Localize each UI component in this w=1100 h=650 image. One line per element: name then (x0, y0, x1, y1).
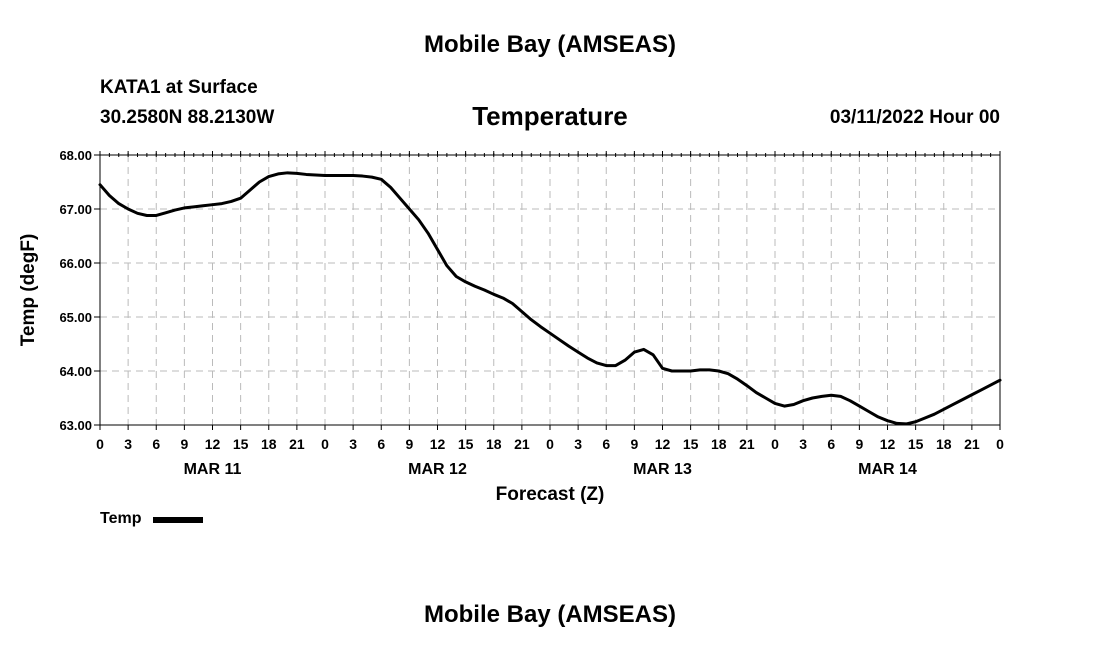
x-tick-label: 18 (936, 436, 952, 452)
x-tick-label: 3 (124, 436, 132, 452)
x-tick-label: 12 (880, 436, 896, 452)
day-label: MAR 11 (184, 461, 242, 478)
grid-lines (99, 154, 1001, 426)
series-line-temp (98, 171, 1002, 426)
top-tick-marks (99, 151, 1001, 157)
x-tick-label: 3 (799, 436, 807, 452)
x-tick-label: 18 (261, 436, 277, 452)
x-tick-label: 18 (711, 436, 727, 452)
temperature-chart: 63.00 64.00 65.00 66.00 67.00 68.00 0 3 6 9 12 15 18… (18, 148, 1004, 505)
x-tick-label: 3 (574, 436, 582, 452)
x-tick-label: 3 (349, 436, 357, 452)
chart-main-title: Mobile Bay (AMSEAS) (423, 31, 677, 58)
chart-footer-title: Mobile Bay (AMSEAS) (423, 601, 677, 628)
x-tick-label: 21 (289, 436, 305, 452)
x-tick-label: 0 (546, 436, 554, 452)
x-tick-label: 0 (96, 436, 104, 452)
x-tick-label: 6 (152, 436, 160, 452)
y-tick-label: 66.00 (59, 256, 92, 271)
x-tick-label: 21 (739, 436, 755, 452)
x-tick-label: 15 (458, 436, 474, 452)
series-layer (98, 171, 1002, 426)
station-coordinates: 30.2580N 88.2130W (100, 107, 275, 128)
x-tick-label: 0 (996, 436, 1004, 452)
x-tick-label: 6 (827, 436, 835, 452)
axis-labels: 63.00 64.00 65.00 66.00 67.00 68.00 0 3 6 9 12 15 18… (18, 148, 1004, 505)
y-tick-label: 64.00 (59, 364, 92, 379)
variable-title: Temperature (472, 101, 628, 131)
x-tick-label: 9 (405, 436, 413, 452)
y-tick-label: 68.00 (59, 148, 92, 163)
y-tick-label: 65.00 (59, 310, 92, 325)
x-tick-label: 21 (514, 436, 530, 452)
x-tick-label: 0 (321, 436, 329, 452)
x-axis-label: Forecast (Z) (496, 484, 605, 505)
x-tick-label: 18 (486, 436, 502, 452)
x-tick-label: 6 (377, 436, 385, 452)
x-tick-label: 9 (180, 436, 188, 452)
y-tick-label: 63.00 (59, 418, 92, 433)
x-tick-label: 9 (855, 436, 863, 452)
legend-label-temp: Temp (100, 510, 142, 527)
x-tick-label: 12 (655, 436, 671, 452)
station-label: KATA1 at Surface (100, 77, 258, 98)
x-tick-label: 21 (964, 436, 980, 452)
day-label: MAR 14 (858, 461, 917, 478)
x-tick-label: 12 (205, 436, 221, 452)
x-tick-label: 15 (683, 436, 699, 452)
day-label: MAR 12 (408, 461, 467, 478)
forecast-run-time: 03/11/2022 Hour 00 (829, 107, 1000, 128)
x-tick-label: 12 (430, 436, 446, 452)
x-tick-label: 0 (771, 436, 779, 452)
legend: Temp (100, 510, 204, 528)
y-tick-label: 67.00 (59, 202, 92, 217)
x-tick-label: 15 (233, 436, 249, 452)
y-axis-label: Temp (degF) (18, 234, 39, 347)
day-label: MAR 13 (633, 461, 692, 478)
x-tick-label: 9 (630, 436, 638, 452)
x-tick-label: 6 (602, 436, 610, 452)
legend-swatch-temp (153, 517, 204, 523)
x-tick-label: 15 (908, 436, 924, 452)
